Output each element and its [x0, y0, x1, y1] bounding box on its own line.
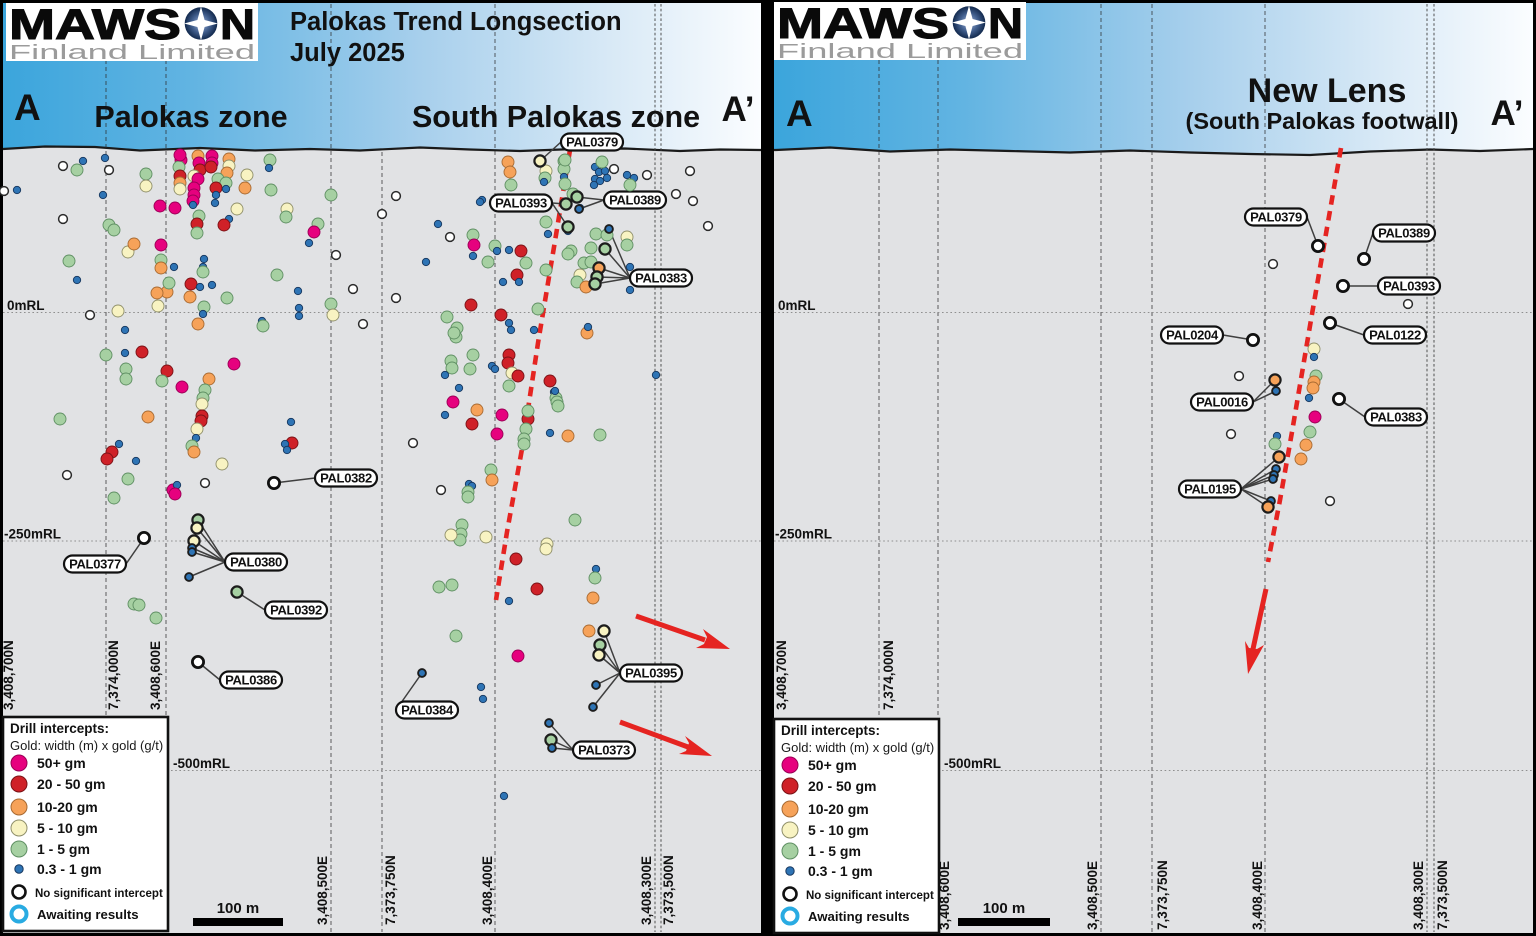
svg-text:PAL0382: PAL0382 [320, 471, 372, 486]
svg-text:PAL0379: PAL0379 [566, 135, 618, 150]
svg-text:PAL0393: PAL0393 [495, 196, 547, 211]
svg-text:20 - 50 gm: 20 - 50 gm [808, 778, 876, 794]
svg-text:7,374,000N: 7,374,000N [881, 640, 896, 710]
svg-text:3,408,600E: 3,408,600E [148, 641, 163, 710]
svg-text:July 2025: July 2025 [290, 39, 405, 67]
svg-text:3,408,700N: 3,408,700N [774, 640, 789, 710]
svg-text:100 m: 100 m [983, 900, 1026, 917]
svg-text:0.3 - 1 gm: 0.3 - 1 gm [808, 863, 873, 879]
svg-text:PAL0389: PAL0389 [1378, 226, 1430, 241]
svg-text:PAL0379: PAL0379 [1250, 210, 1302, 225]
svg-text:3,408,400E: 3,408,400E [480, 856, 495, 925]
svg-text:Awaiting results: Awaiting results [37, 907, 139, 922]
svg-text:MAWS: MAWS [777, 0, 949, 48]
svg-text:PAL0204: PAL0204 [1166, 328, 1219, 343]
svg-text:Drill intercepts:: Drill intercepts: [781, 723, 880, 738]
svg-text:7,374,000N: 7,374,000N [106, 640, 121, 710]
svg-text:Palokas Trend Longsection: Palokas Trend Longsection [290, 8, 622, 36]
svg-text:-250mRL: -250mRL [4, 527, 61, 542]
svg-text:3,408,700N: 3,408,700N [1, 640, 16, 710]
svg-text:PAL0384: PAL0384 [401, 703, 454, 718]
svg-text:Finland Limited: Finland Limited [777, 40, 1023, 63]
svg-text:10-20 gm: 10-20 gm [808, 801, 869, 817]
svg-text:PAL0195: PAL0195 [1184, 482, 1236, 497]
svg-text:PAL0383: PAL0383 [1370, 410, 1422, 425]
svg-text:MAWS: MAWS [9, 1, 181, 49]
svg-text:1 - 5 gm: 1 - 5 gm [808, 843, 861, 859]
svg-text:7,373,500N: 7,373,500N [1435, 860, 1450, 930]
svg-text:Awaiting results: Awaiting results [808, 909, 910, 924]
svg-text:PAL0386: PAL0386 [225, 673, 277, 688]
svg-text:New Lens: New Lens [1248, 72, 1407, 110]
svg-text:Drill intercepts:: Drill intercepts: [10, 721, 109, 736]
svg-text:A’: A’ [1490, 94, 1523, 133]
svg-text:PAL0122: PAL0122 [1369, 328, 1421, 343]
svg-text:PAL0389: PAL0389 [609, 193, 661, 208]
svg-text:Palokas zone: Palokas zone [94, 100, 287, 134]
svg-text:Gold: width (m) x gold (g/t): Gold: width (m) x gold (g/t) [10, 738, 163, 753]
svg-text:7,373,750N: 7,373,750N [1155, 860, 1170, 930]
svg-text:PAL0392: PAL0392 [270, 603, 322, 618]
svg-text:3,408,500E: 3,408,500E [1085, 861, 1100, 930]
svg-text:South Palokas zone: South Palokas zone [412, 100, 700, 134]
svg-text:(South Palokas footwall): (South Palokas footwall) [1186, 108, 1459, 134]
svg-text:Gold: width (m) x gold (g/t): Gold: width (m) x gold (g/t) [781, 740, 934, 755]
svg-text:-500mRL: -500mRL [173, 756, 230, 771]
svg-text:0.3 - 1 gm: 0.3 - 1 gm [37, 861, 102, 877]
svg-text:PAL0380: PAL0380 [230, 555, 282, 570]
svg-text:3,408,300E: 3,408,300E [639, 856, 654, 925]
svg-text:20 - 50 gm: 20 - 50 gm [37, 776, 105, 792]
svg-text:N: N [220, 1, 255, 49]
svg-text:5 - 10 gm: 5 - 10 gm [37, 820, 98, 836]
svg-text:A: A [14, 87, 41, 128]
svg-text:PAL0373: PAL0373 [578, 743, 630, 758]
svg-text:50+ gm: 50+ gm [808, 757, 857, 773]
svg-text:N: N [988, 0, 1023, 48]
svg-text:7,373,750N: 7,373,750N [383, 855, 398, 925]
svg-text:1 - 5 gm: 1 - 5 gm [37, 841, 90, 857]
svg-text:7,373,500N: 7,373,500N [661, 855, 676, 925]
svg-text:PAL0377: PAL0377 [69, 557, 121, 572]
svg-text:100 m: 100 m [217, 900, 260, 917]
svg-text:PAL0383: PAL0383 [635, 271, 687, 286]
svg-text:50+ gm: 50+ gm [37, 755, 86, 771]
svg-text:PAL0395: PAL0395 [625, 666, 677, 681]
svg-text:No significant intercept: No significant intercept [35, 888, 163, 900]
svg-text:-250mRL: -250mRL [775, 527, 832, 542]
svg-text:3,408,600E: 3,408,600E [937, 861, 952, 930]
svg-text:3,408,400E: 3,408,400E [1250, 861, 1265, 930]
svg-text:0mRL: 0mRL [778, 298, 816, 313]
svg-text:PAL0016: PAL0016 [1196, 395, 1248, 410]
svg-text:PAL0393: PAL0393 [1383, 279, 1435, 294]
svg-text:-500mRL: -500mRL [944, 756, 1001, 771]
svg-text:5 - 10 gm: 5 - 10 gm [808, 822, 869, 838]
svg-text:A’: A’ [721, 90, 754, 129]
svg-text:3,408,500E: 3,408,500E [315, 856, 330, 925]
svg-text:3,408,300E: 3,408,300E [1411, 861, 1426, 930]
svg-text:0mRL: 0mRL [7, 298, 45, 313]
svg-text:No significant intercept: No significant intercept [806, 890, 934, 902]
svg-text:A: A [786, 93, 813, 134]
svg-text:10-20 gm: 10-20 gm [37, 799, 98, 815]
svg-text:Finland Limited: Finland Limited [9, 41, 255, 64]
